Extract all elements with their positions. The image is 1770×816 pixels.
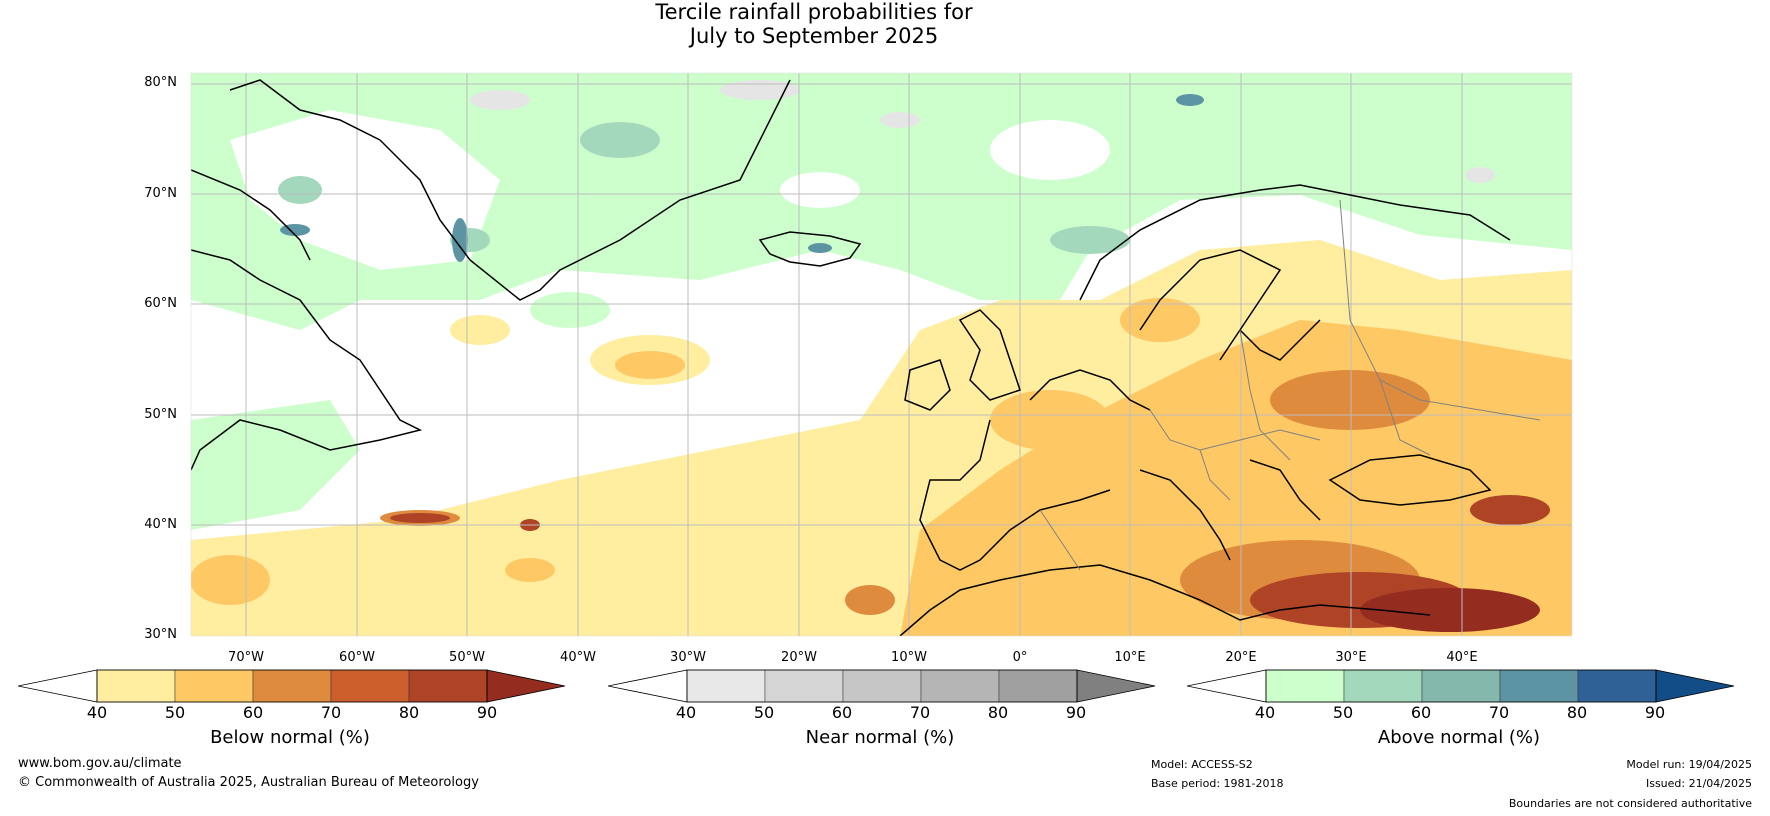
map-title: Tercile rainfall probabilities for July … bbox=[0, 0, 1628, 48]
cbar-tick: 40 bbox=[1254, 703, 1276, 722]
colorbar-segment bbox=[842, 669, 922, 703]
lon-label-0: 0° bbox=[1012, 650, 1028, 665]
lon-label-20e: 20°E bbox=[1225, 650, 1257, 665]
below-normal-colorbar bbox=[18, 669, 566, 703]
colorbar-segment bbox=[1343, 669, 1423, 703]
coastlines bbox=[191, 79, 1511, 636]
cbar-tick: 70 bbox=[909, 703, 931, 722]
cbar-tick: 80 bbox=[1566, 703, 1588, 722]
lon-label-30w: 30°W bbox=[670, 650, 706, 665]
above-normal-colorbar bbox=[1187, 669, 1735, 703]
cbar-tick: 80 bbox=[398, 703, 420, 722]
cbar-tick: 60 bbox=[831, 703, 853, 722]
website-link[interactable]: www.bom.gov.au/climate bbox=[18, 756, 182, 771]
lat-label-80n: 80°N bbox=[144, 75, 177, 90]
colorbar-segment bbox=[1421, 669, 1501, 703]
cbar-tick: 90 bbox=[1065, 703, 1087, 722]
colorbar-outline bbox=[96, 669, 488, 703]
lat-label-70n: 70°N bbox=[144, 186, 177, 201]
title-line-2: July to September 2025 bbox=[689, 24, 939, 48]
colorbar-segment bbox=[1265, 669, 1345, 703]
colorbar-segment bbox=[998, 669, 1078, 703]
above-normal-title: Above normal (%) bbox=[1377, 727, 1541, 748]
below-normal-90 bbox=[1360, 588, 1540, 632]
model-text: Model: ACCESS-S2 bbox=[1151, 758, 1253, 771]
colorbar-segment bbox=[764, 669, 844, 703]
colorbar-outline bbox=[1265, 669, 1657, 703]
lon-label-50w: 50°W bbox=[449, 650, 485, 665]
map-field bbox=[191, 73, 1572, 636]
cbar-tick: 50 bbox=[1332, 703, 1354, 722]
colorbar-segment bbox=[408, 669, 488, 703]
map-frame bbox=[190, 72, 1573, 637]
lon-label-10e: 10°E bbox=[1114, 650, 1146, 665]
lon-label-10w: 10°W bbox=[891, 650, 927, 665]
lon-label-40w: 40°W bbox=[560, 650, 596, 665]
cbar-tick: 90 bbox=[476, 703, 498, 722]
cbar-tick: 80 bbox=[987, 703, 1009, 722]
cbar-tick: 40 bbox=[675, 703, 697, 722]
lon-label-20w: 20°W bbox=[781, 650, 817, 665]
cbar-tick: 50 bbox=[164, 703, 186, 722]
lon-label-30e: 30°E bbox=[1335, 650, 1367, 665]
near-normal-colorbar bbox=[608, 669, 1156, 703]
cbar-tick: 50 bbox=[753, 703, 775, 722]
below-normal-title: Below normal (%) bbox=[210, 727, 370, 748]
near-normal-title: Near normal (%) bbox=[805, 727, 955, 748]
colorbar-segment bbox=[1577, 669, 1657, 703]
colorbar-right-extension bbox=[486, 669, 566, 703]
issued-text: Issued: 21/04/2025 bbox=[1645, 777, 1752, 790]
colorbar-right-extension bbox=[1655, 669, 1735, 703]
colorbar-left-extension bbox=[1187, 669, 1267, 703]
copyright-text: © Commonwealth of Australia 2025, Austra… bbox=[18, 775, 479, 790]
disclaimer-text: Boundaries are not considered authoritat… bbox=[1508, 797, 1752, 810]
cbar-tick: 60 bbox=[1410, 703, 1432, 722]
colorbar-segment bbox=[1499, 669, 1579, 703]
colorbar-left-extension bbox=[18, 669, 98, 703]
lat-label-40n: 40°N bbox=[144, 517, 177, 532]
colorbar-right-extension bbox=[1076, 669, 1156, 703]
cbar-tick: 40 bbox=[86, 703, 108, 722]
cbar-tick: 90 bbox=[1644, 703, 1666, 722]
colorbar-segment bbox=[686, 669, 766, 703]
lon-label-60w: 60°W bbox=[339, 650, 375, 665]
lat-label-30n: 30°N bbox=[144, 627, 177, 642]
lat-label-60n: 60°N bbox=[144, 296, 177, 311]
colorbar-segment bbox=[920, 669, 1000, 703]
base-period-text: Base period: 1981-2018 bbox=[1151, 777, 1284, 790]
cbar-tick: 60 bbox=[242, 703, 264, 722]
colorbar-segment bbox=[174, 669, 254, 703]
colorbar-left-extension bbox=[608, 669, 688, 703]
title-line-1: Tercile rainfall probabilities for bbox=[655, 0, 973, 24]
colorbar-segment bbox=[96, 669, 176, 703]
cbar-tick: 70 bbox=[1488, 703, 1510, 722]
cbar-tick: 70 bbox=[320, 703, 342, 722]
lon-label-70w: 70°W bbox=[228, 650, 264, 665]
colorbar-outline bbox=[686, 669, 1078, 703]
colorbar-segment bbox=[330, 669, 410, 703]
model-run-text: Model run: 19/04/2025 bbox=[1626, 758, 1752, 771]
colorbar-segment bbox=[252, 669, 332, 703]
lat-label-50n: 50°N bbox=[144, 407, 177, 422]
lon-label-40e: 40°E bbox=[1446, 650, 1478, 665]
country-borders bbox=[1039, 199, 1541, 571]
